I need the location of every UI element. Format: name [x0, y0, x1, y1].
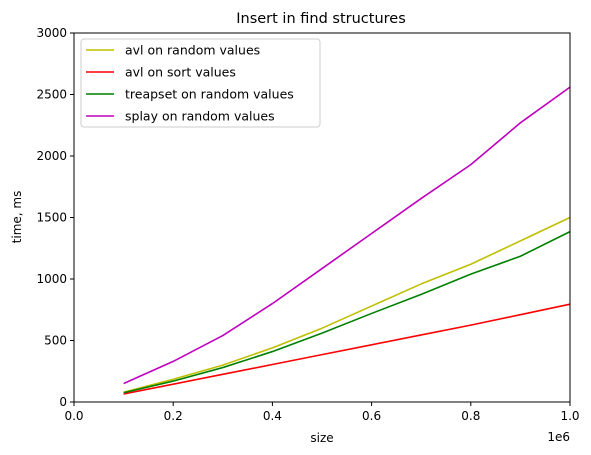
x-axis-ticks: 0.0 0.2 0.4 0.6 0.8 1.0: [64, 402, 579, 423]
x-tick-label: 0.4: [263, 409, 282, 423]
series-line-0: [124, 218, 570, 393]
y-tick-label: 0: [59, 395, 67, 409]
y-tick-label: 1000: [36, 272, 67, 286]
plot-lines: [124, 87, 570, 394]
legend-label-3: splay on random values: [125, 109, 275, 124]
x-tick-label: 0.6: [362, 409, 381, 423]
y-axis-label: time, ms: [10, 191, 24, 244]
y-tick-label: 500: [44, 334, 67, 348]
x-axis-offset-label: 1e6: [547, 430, 570, 444]
series-line-3: [124, 87, 570, 383]
y-tick-label: 1500: [36, 211, 67, 225]
x-tick-label: 0.2: [164, 409, 183, 423]
chart-title: Insert in find structures: [236, 11, 406, 27]
x-tick-label: 1.0: [560, 409, 579, 423]
legend-label-1: avl on sort values: [125, 65, 236, 80]
legend-label-0: avl on random values: [125, 43, 260, 58]
x-tick-label: 0.8: [461, 409, 480, 423]
legend-label-2: treapset on random values: [125, 87, 294, 102]
legend: avl on random values avl on sort values tr…: [81, 39, 320, 127]
y-tick-label: 3000: [36, 26, 67, 40]
x-axis-label: size: [310, 431, 333, 445]
series-line-2: [124, 232, 570, 393]
y-axis-ticks: 0 500 1000 1500 2000 2500 3000: [36, 26, 74, 409]
y-tick-label: 2000: [36, 149, 67, 163]
y-tick-label: 2500: [36, 88, 67, 102]
x-tick-label: 0.0: [64, 409, 83, 423]
